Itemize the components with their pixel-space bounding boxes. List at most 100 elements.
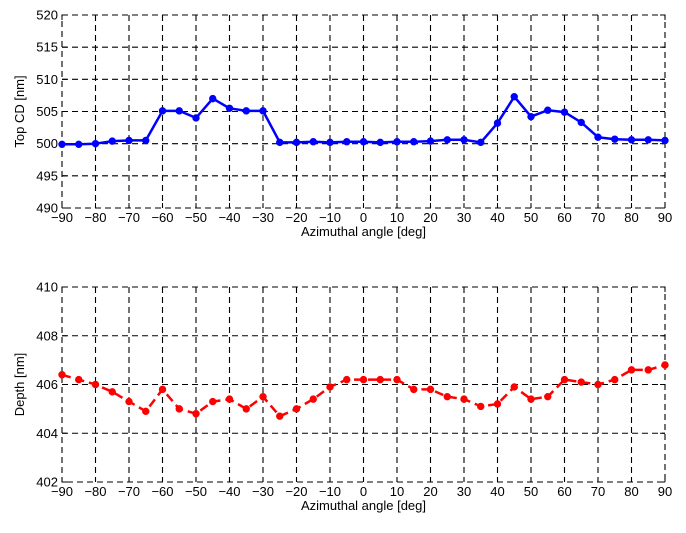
- data-point: [493, 400, 502, 408]
- x-tick-label: −10: [319, 210, 341, 225]
- data-point: [460, 395, 468, 403]
- chart-1: −90 −80 −70 −60 −50 −40 −30 −20 −10 0 10 20 30 40 50 60…: [12, 8, 672, 240]
- data-point: [276, 138, 284, 147]
- data-point: [108, 388, 116, 396]
- x-tick-label: −70: [118, 210, 140, 225]
- data-point: [209, 397, 217, 406]
- x-axis-label: Azimuthal angle [deg]: [301, 498, 426, 513]
- data-point: [410, 385, 418, 394]
- data-point: [158, 385, 167, 394]
- data-point: [611, 135, 619, 143]
- data-point: [426, 137, 435, 145]
- y-tick-label: 495: [36, 168, 58, 183]
- x-tick-label: 10: [390, 210, 404, 225]
- x-tick-label: −30: [252, 210, 274, 225]
- data-point: [225, 395, 234, 403]
- x-tick-label: −80: [84, 210, 106, 225]
- x-tick-label: 60: [557, 210, 571, 225]
- x-axis-label: Azimuthal angle [deg]: [301, 224, 426, 239]
- y-tick-label: 408: [36, 328, 58, 343]
- data-point: [259, 392, 267, 401]
- data-point: [359, 138, 368, 146]
- data-point: [343, 375, 351, 384]
- x-tick-label: 30: [457, 210, 471, 225]
- data-point: [142, 136, 150, 145]
- x-tick-label: 30: [457, 484, 471, 499]
- y-tick-label: 505: [36, 104, 58, 119]
- x-tick-label: 50: [524, 484, 538, 499]
- x-tick-label: −20: [285, 484, 307, 499]
- data-point: [158, 107, 167, 115]
- x-tick-label: 40: [490, 210, 504, 225]
- x-tick-label: 70: [591, 210, 605, 225]
- x-tick-label: 70: [591, 484, 605, 499]
- y-axis-label: Depth [nm]: [12, 353, 27, 417]
- y-tick-label: 404: [36, 426, 58, 441]
- data-point: [477, 402, 485, 411]
- y-axis-label: Top CD [nm]: [12, 75, 27, 147]
- data-point: [326, 138, 334, 147]
- x-tick-label: 80: [624, 210, 638, 225]
- data-point: [510, 93, 518, 101]
- data-point: [259, 107, 267, 115]
- x-tick-label: 90: [658, 484, 672, 499]
- data-point: [393, 138, 401, 146]
- data-point: [326, 383, 334, 391]
- data-point: [627, 136, 636, 144]
- data-point: [292, 405, 301, 413]
- x-tick-label: 0: [360, 484, 367, 499]
- data-point: [75, 140, 83, 149]
- data-point: [527, 395, 535, 403]
- data-point: [343, 138, 351, 146]
- data-point: [292, 138, 301, 147]
- data-point: [594, 380, 602, 389]
- data-point: [560, 375, 569, 384]
- data-point: [627, 366, 636, 374]
- x-tick-label: 20: [423, 210, 437, 225]
- data-point: [276, 412, 284, 420]
- data-point: [242, 107, 250, 115]
- x-tick-label: −80: [84, 484, 106, 499]
- data-point: [644, 366, 652, 374]
- data-point: [309, 395, 317, 403]
- data-point: [527, 112, 535, 121]
- x-tick-label: −40: [218, 484, 240, 499]
- data-point: [510, 383, 518, 391]
- data-point: [125, 136, 133, 145]
- x-tick-label: −40: [218, 210, 240, 225]
- data-point: [192, 114, 200, 122]
- data-point: [91, 380, 100, 389]
- data-point: [58, 371, 66, 379]
- x-tick-label: 20: [423, 484, 437, 499]
- data-point: [477, 138, 485, 147]
- x-tick-label: 50: [524, 210, 538, 225]
- data-point: [577, 118, 585, 127]
- data-point: [58, 140, 66, 149]
- data-point: [242, 405, 250, 413]
- y-tick-label: 515: [36, 40, 58, 55]
- data-point: [460, 136, 468, 144]
- x-tick-label: −50: [185, 484, 207, 499]
- x-tick-label: 90: [658, 210, 672, 225]
- data-point: [309, 138, 317, 146]
- data-point: [661, 136, 669, 145]
- data-point: [661, 361, 669, 369]
- data-point: [209, 94, 217, 103]
- data-point: [544, 106, 552, 114]
- x-tick-label: 40: [490, 484, 504, 499]
- data-point: [142, 407, 150, 416]
- chart-2: −90 −80 −70 −60 −50 −40 −30 −20 −10 0 10 20 30 40 50 60…: [12, 280, 672, 514]
- data-point: [410, 138, 418, 146]
- data-point: [192, 410, 200, 418]
- y-tick-label: 520: [36, 8, 58, 23]
- data-point: [376, 375, 384, 384]
- x-tick-label: −70: [118, 484, 140, 499]
- data-point: [91, 139, 100, 148]
- x-tick-label: −90: [51, 484, 73, 499]
- y-tick-label: 510: [36, 72, 58, 87]
- data-point: [175, 405, 183, 413]
- x-tick-label: 80: [624, 484, 638, 499]
- data-point: [75, 375, 83, 384]
